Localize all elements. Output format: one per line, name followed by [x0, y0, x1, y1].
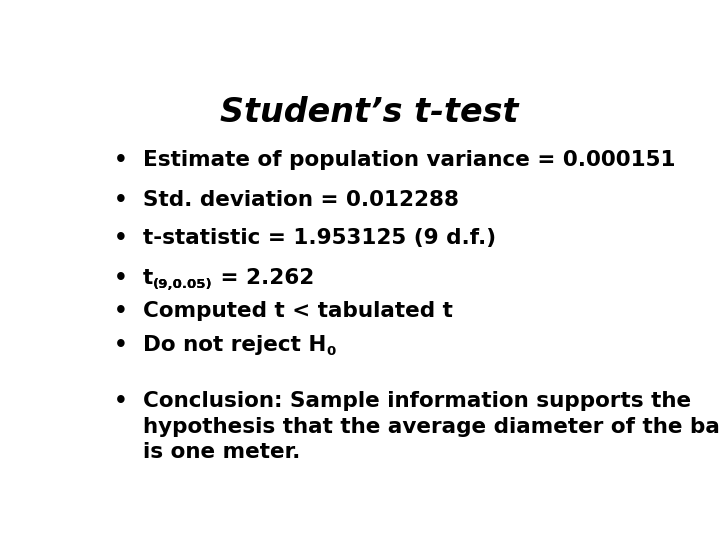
Text: t: t — [143, 268, 153, 288]
Text: Computed t < tabulated t: Computed t < tabulated t — [143, 301, 453, 321]
Text: •: • — [114, 150, 127, 170]
Text: (9,0.05): (9,0.05) — [153, 278, 213, 291]
Text: •: • — [114, 190, 127, 210]
Text: = 2.262: = 2.262 — [213, 268, 314, 288]
Text: •: • — [114, 335, 127, 355]
Text: (9,0.05): (9,0.05) — [153, 278, 213, 291]
Text: Std. deviation = 0.012288: Std. deviation = 0.012288 — [143, 190, 459, 210]
Text: Student’s t-test: Student’s t-test — [220, 96, 518, 129]
Text: •: • — [114, 268, 127, 288]
Text: Conclusion: Sample information supports the
hypothesis that the average diameter: Conclusion: Sample information supports … — [143, 391, 720, 462]
Text: t-statistic = 1.953125 (9 d.f.): t-statistic = 1.953125 (9 d.f.) — [143, 228, 496, 248]
Text: •: • — [114, 228, 127, 248]
Text: 0: 0 — [326, 346, 336, 359]
Text: Do not reject H: Do not reject H — [143, 335, 326, 355]
Text: Estimate of population variance = 0.000151: Estimate of population variance = 0.0001… — [143, 150, 675, 170]
Text: •: • — [114, 391, 127, 411]
Text: •: • — [114, 301, 127, 321]
